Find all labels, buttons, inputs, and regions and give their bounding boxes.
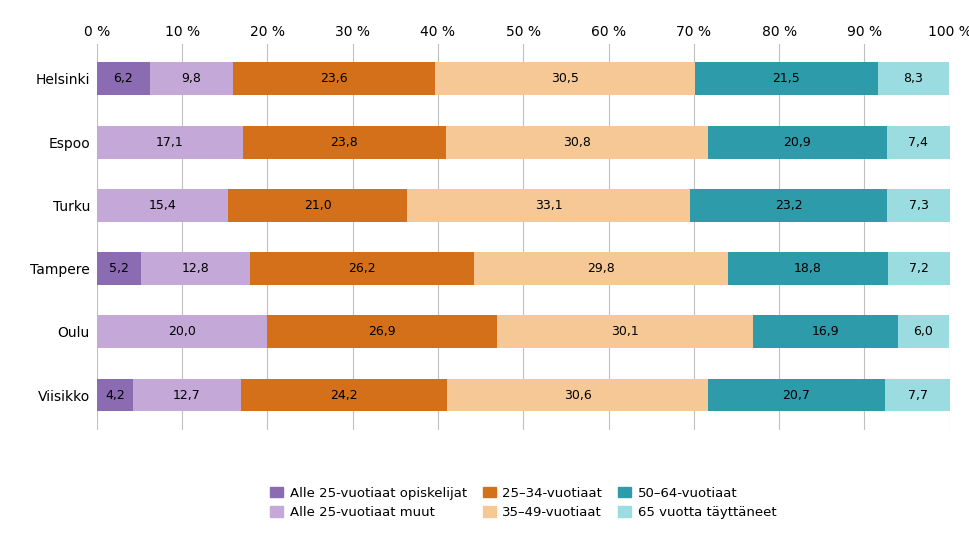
Text: 12,7: 12,7 [173,388,201,402]
Text: 26,2: 26,2 [348,262,376,275]
Text: 7,7: 7,7 [908,388,927,402]
Bar [97,126,242,159]
Text: 7,3: 7,3 [909,199,928,212]
Bar [97,379,133,412]
Text: 9,8: 9,8 [181,72,202,85]
Text: 7,2: 7,2 [909,262,929,275]
Bar [878,62,949,95]
Bar [241,379,448,412]
Bar [407,189,690,222]
Bar [708,379,885,412]
Bar [97,189,229,222]
Bar [897,315,949,348]
Bar [446,126,708,159]
Text: 23,8: 23,8 [330,136,359,149]
Bar [728,252,889,285]
Bar [229,189,407,222]
Text: 29,8: 29,8 [587,262,614,275]
Text: 24,2: 24,2 [330,388,358,402]
Text: 23,2: 23,2 [774,199,802,212]
Bar [448,379,708,412]
Bar [695,62,878,95]
Bar [690,189,888,222]
Bar [889,252,950,285]
Text: 30,6: 30,6 [564,388,592,402]
Text: 20,0: 20,0 [169,325,196,338]
Bar [141,252,250,285]
Text: 8,3: 8,3 [903,72,923,85]
Text: 16,9: 16,9 [812,325,839,338]
Legend: Alle 25-vuotiaat opiskelijat, Alle 25-vuotiaat muut, 25–34-vuotiaat, 35–49-vuoti: Alle 25-vuotiaat opiskelijat, Alle 25-vu… [270,487,776,519]
Bar [97,62,150,95]
Text: 4,2: 4,2 [105,388,125,402]
Bar [497,315,754,348]
Text: 20,9: 20,9 [784,136,811,149]
Text: 21,0: 21,0 [304,199,331,212]
Text: 30,5: 30,5 [550,72,578,85]
Text: 5,2: 5,2 [109,262,129,275]
Text: 7,4: 7,4 [908,136,928,149]
Bar [250,252,474,285]
Text: 12,8: 12,8 [182,262,209,275]
Text: 15,4: 15,4 [148,199,176,212]
Bar [474,252,728,285]
Text: 20,7: 20,7 [783,388,810,402]
Text: 23,6: 23,6 [320,72,348,85]
Bar [708,126,887,159]
Bar [754,315,897,348]
Bar [888,189,950,222]
Bar [242,126,446,159]
Text: 21,5: 21,5 [772,72,800,85]
Bar [150,62,234,95]
Bar [133,379,241,412]
Text: 30,1: 30,1 [611,325,639,338]
Bar [885,379,951,412]
Text: 6,0: 6,0 [913,325,933,338]
Bar [887,126,950,159]
Bar [434,62,695,95]
Bar [267,315,497,348]
Text: 30,8: 30,8 [563,136,591,149]
Bar [97,315,267,348]
Text: 17,1: 17,1 [156,136,184,149]
Text: 6,2: 6,2 [113,72,133,85]
Text: 33,1: 33,1 [535,199,562,212]
Text: 18,8: 18,8 [795,262,822,275]
Text: 26,9: 26,9 [368,325,396,338]
Bar [234,62,434,95]
Bar [97,252,141,285]
